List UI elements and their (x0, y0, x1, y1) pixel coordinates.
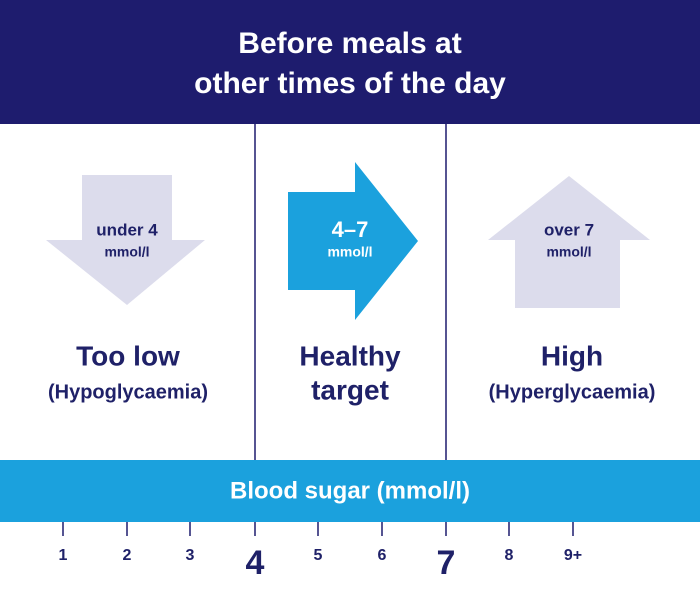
zone-unit: mmol/l (327, 244, 372, 260)
zone-range: over 7 (544, 220, 594, 239)
tick-label: 9+ (564, 547, 582, 564)
tick-label: 5 (314, 547, 323, 564)
zone-label: (Hypoglycaemia) (48, 381, 208, 403)
zone-label: Too low (76, 340, 180, 371)
zone-unit: mmol/l (104, 244, 149, 260)
header-title: other times of the day (194, 67, 506, 100)
tick-label: 3 (186, 547, 195, 564)
zone-range: 4–7 (332, 217, 369, 242)
zone-label: target (311, 374, 389, 405)
scale-band (0, 460, 700, 522)
scale-title: Blood sugar (mmol/l) (230, 477, 470, 504)
tick-label: 6 (378, 547, 387, 564)
zone-label: High (541, 340, 603, 371)
header-title: Before meals at (238, 27, 461, 60)
zone-label: (Hyperglycaemia) (489, 381, 656, 403)
tick-label: 2 (123, 547, 132, 564)
arrow-down (46, 175, 205, 305)
zone-label: Healthy (299, 340, 401, 371)
tick-label: 4 (246, 544, 265, 582)
zone-unit: mmol/l (546, 244, 591, 260)
zone-range: under 4 (96, 220, 158, 239)
arrow-right (288, 162, 418, 320)
tick-label: 1 (59, 547, 68, 564)
scale-ticks: 1 2 3 4 5 6 7 8 9+ (59, 522, 582, 582)
tick-label: 7 (437, 544, 456, 582)
arrow-up (488, 176, 650, 308)
header-band (0, 0, 700, 124)
tick-label: 8 (505, 547, 514, 564)
